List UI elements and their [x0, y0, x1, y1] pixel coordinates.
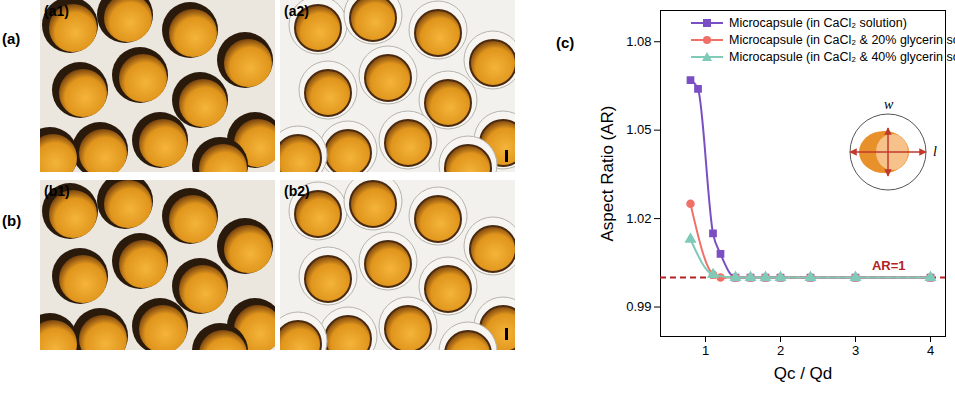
svg-text:(b2): (b2) [284, 183, 310, 199]
html-text:Microcapsule (in CaCl₂ solutio: Microcapsule (in CaCl₂ solution) [729, 15, 907, 30]
svg-text:0.99: 0.99 [626, 299, 651, 314]
svg-text:1.05: 1.05 [626, 122, 651, 137]
svg-text:4: 4 [927, 343, 934, 358]
svg-text:w: w [884, 97, 894, 112]
svg-text:1.08: 1.08 [626, 34, 651, 49]
svg-text:(b): (b) [2, 212, 21, 229]
svg-text:(a2): (a2) [284, 3, 309, 19]
html-text:(c): (c) [556, 34, 575, 51]
svg-text:3: 3 [852, 343, 859, 358]
svg-text:(a1): (a1) [44, 3, 69, 19]
svg-text:1: 1 [702, 343, 709, 358]
svg-text:(a): (a) [2, 30, 20, 47]
svg-text:Aspect Ratio (AR): Aspect Ratio (AR) [598, 105, 617, 241]
svg-text:Qc / Qd: Qc / Qd [774, 364, 833, 383]
svg-text:l: l [933, 144, 937, 159]
svg-text:1.02: 1.02 [626, 211, 651, 226]
svg-text:AR=1: AR=1 [872, 258, 906, 273]
svg-text:2: 2 [777, 343, 784, 358]
svg-text:(b1): (b1) [44, 183, 70, 199]
